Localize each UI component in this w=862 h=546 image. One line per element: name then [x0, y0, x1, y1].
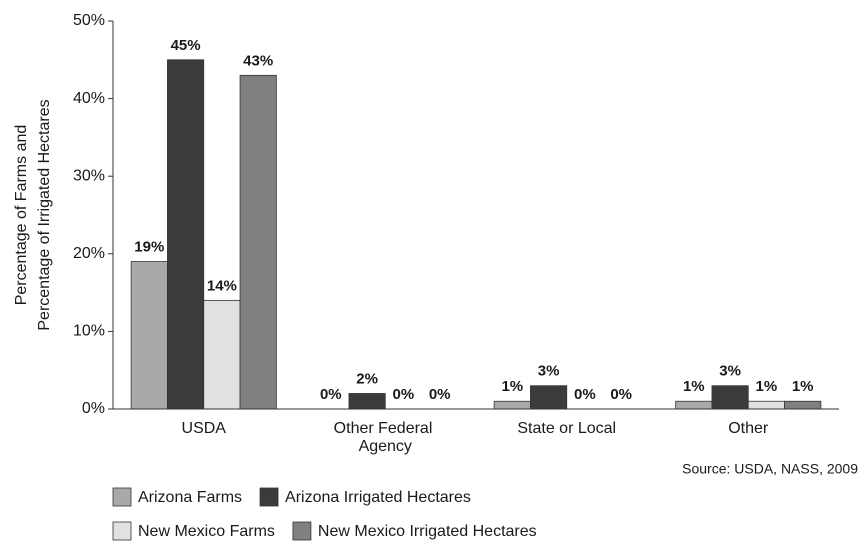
bar	[167, 59, 205, 410]
bar	[711, 385, 749, 410]
x-tick-label: Other	[728, 420, 769, 437]
bar	[348, 393, 386, 410]
y-tick-label: 50%	[73, 12, 105, 29]
legend-swatch	[112, 487, 132, 507]
bar	[203, 299, 241, 410]
value-label: 1%	[756, 378, 778, 395]
value-label: 43%	[243, 52, 273, 69]
legend-swatch	[259, 487, 279, 507]
value-label: 19%	[134, 239, 164, 256]
bar	[784, 400, 822, 410]
bar	[530, 385, 568, 410]
value-label: 45%	[171, 37, 201, 54]
value-label: 1%	[683, 378, 705, 395]
bar	[130, 261, 168, 410]
y-tick-label: 40%	[73, 90, 105, 107]
value-label: 2%	[356, 370, 378, 387]
x-tick-label: USDA	[182, 420, 227, 437]
legend-swatch	[292, 521, 312, 541]
legend-label: New Mexico Farms	[138, 523, 275, 540]
value-label: 0%	[574, 386, 596, 403]
value-label: 1%	[792, 378, 814, 395]
y-tick-label: 30%	[73, 167, 105, 184]
legend-swatch	[112, 521, 132, 541]
legend-label: Arizona Farms	[138, 489, 242, 506]
bar	[239, 74, 277, 410]
y-tick-label: 10%	[73, 323, 105, 340]
value-label: 14%	[207, 277, 237, 294]
x-tick-label: State or Local	[517, 420, 616, 437]
legend: Arizona Farms Arizona Irrigated Hectares N…	[112, 487, 537, 541]
bar	[493, 400, 531, 410]
legend-label: New Mexico Irrigated Hectares	[318, 523, 537, 540]
value-label: 0%	[320, 386, 342, 403]
x-tick-label: Other Federal Agency	[334, 420, 437, 455]
bar	[747, 400, 785, 410]
value-label: 0%	[429, 386, 451, 403]
y-axis-label: Percentage of Irrigated Hectares	[36, 99, 53, 330]
source-note: Source: USDA, NASS, 2009	[682, 461, 858, 477]
value-label: 0%	[610, 386, 632, 403]
y-axis-label: Percentage of Farms and	[13, 125, 30, 306]
value-label: 3%	[719, 363, 741, 380]
value-label: 3%	[538, 363, 560, 380]
bar	[675, 400, 713, 410]
legend-label: Arizona Irrigated Hectares	[285, 489, 471, 506]
y-tick-label: 20%	[73, 245, 105, 262]
value-label: 0%	[393, 386, 415, 403]
value-label: 1%	[501, 378, 523, 395]
y-tick-label: 0%	[82, 400, 105, 417]
